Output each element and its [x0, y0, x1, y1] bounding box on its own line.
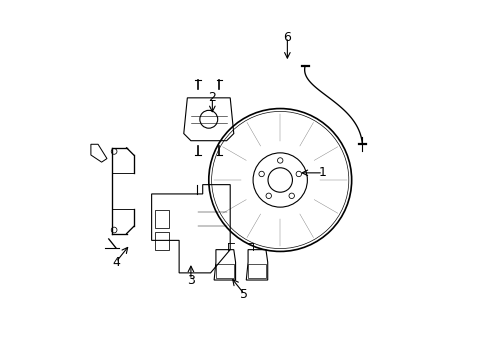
Text: 3: 3 [186, 274, 194, 287]
Text: 4: 4 [112, 256, 120, 269]
Bar [155, 232, 169, 249]
Text: 2: 2 [208, 91, 216, 104]
Bar [155, 210, 169, 228]
Text: 5: 5 [240, 288, 248, 301]
Text: 1: 1 [319, 166, 326, 179]
Bar [216, 264, 233, 278]
Text: 6: 6 [283, 31, 291, 44]
Bar [247, 264, 265, 278]
